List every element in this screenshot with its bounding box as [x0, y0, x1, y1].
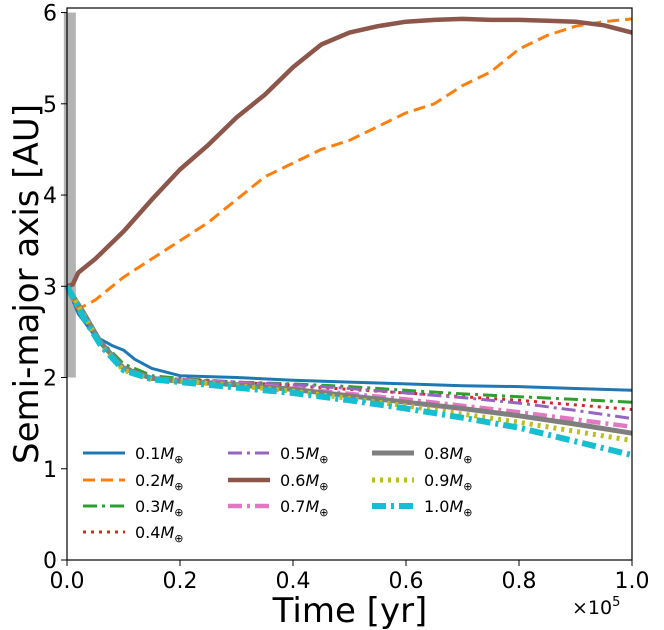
- x-tick-label: 0.0: [50, 569, 85, 594]
- legend-label-0.3: 0.3M⊕: [135, 497, 183, 519]
- legend-label-0.5: 0.5M⊕: [280, 444, 328, 466]
- y-tick-label: 3: [43, 275, 57, 300]
- legend-label-0.6: 0.6M⊕: [280, 471, 328, 493]
- shaded-band: [63, 12, 76, 378]
- y-axis-label: Semi-major axis [AU]: [7, 104, 47, 464]
- legend-label-0.1: 0.1M⊕: [135, 444, 183, 466]
- legend-label-0.8: 0.8M⊕: [424, 444, 472, 466]
- series-line-0.8: [64, 284, 633, 436]
- x-tick-label: 0.4: [276, 569, 311, 594]
- x-tick-label: 0.8: [502, 569, 537, 594]
- legend-label-1.0: 1.0M⊕: [424, 497, 472, 519]
- legend-label-0.4: 0.4M⊕: [135, 523, 183, 545]
- y-tick-label: 6: [43, 2, 57, 27]
- y-tick-label: 0: [43, 549, 57, 574]
- x-offset-label: ×105: [572, 595, 620, 619]
- legend-label-0.7: 0.7M⊕: [280, 497, 328, 519]
- series-line-1.0: [64, 284, 633, 459]
- series-line-0.6: [66, 16, 633, 289]
- x-axis-label: Time [yr]: [272, 591, 428, 630]
- y-tick-label: 4: [43, 184, 57, 209]
- series-line-0.5: [65, 285, 633, 421]
- y-tick-label: 2: [43, 367, 57, 392]
- series-line-0.2: [65, 17, 633, 311]
- x-tick-label: 0.2: [163, 569, 198, 594]
- series-line-0.1: [65, 285, 633, 392]
- y-tick-label: 1: [43, 458, 57, 483]
- x-tick-label: 1.0: [615, 569, 650, 594]
- legend-label-0.2: 0.2M⊕: [135, 471, 183, 493]
- legend-label-0.9: 0.9M⊕: [424, 471, 472, 493]
- series-line-0.4: [65, 285, 633, 411]
- y-tick-label: 5: [43, 93, 57, 118]
- x-tick-label: 0.6: [389, 569, 424, 594]
- legend: 0.1M⊕ 0.2M⊕ 0.3M⊕ 0.4M⊕ 0.5M⊕ 0.6M⊕ 0.7M⊕ 0.8M⊕…: [83, 444, 472, 545]
- plot-frame: [66, 7, 633, 561]
